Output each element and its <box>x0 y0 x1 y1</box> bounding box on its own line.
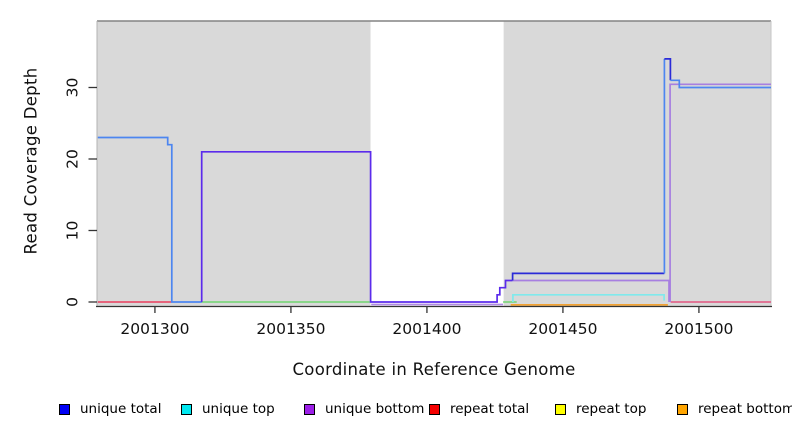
legend-swatch-icon <box>677 403 688 415</box>
series-unique-top-1 <box>512 293 665 302</box>
legend-swatch-icon <box>555 403 566 415</box>
region-white-gap <box>370 21 504 306</box>
x-tick-label: 2001400 <box>392 320 461 338</box>
series-unique-bottom-30 <box>669 83 771 302</box>
x-tick-label: 2001500 <box>664 320 733 338</box>
legend-label: repeat top <box>576 401 647 417</box>
series-unique-total-spike-34 <box>664 58 672 81</box>
series-unique-total-21 <box>200 150 513 303</box>
region-gray-left <box>97 21 371 306</box>
legend-item-unique-bottom: unique bottom <box>304 401 425 417</box>
legend-swatch-icon <box>304 403 315 415</box>
series-unique-total-4 <box>511 272 665 281</box>
legend-item-repeat-total: repeat total <box>429 401 530 417</box>
y-tick-label: 10 <box>63 221 81 241</box>
legend-item-unique-total: unique total <box>59 401 162 417</box>
legend-swatch-icon <box>59 403 70 415</box>
x-tick-label: 2001300 <box>120 320 189 338</box>
legend-swatch-icon <box>429 403 440 415</box>
y-tick-label: 0 <box>63 297 81 307</box>
legend-label: unique bottom <box>325 401 425 417</box>
y-tick-label: 20 <box>63 149 81 169</box>
y-tick-label: 30 <box>63 78 81 98</box>
legend-swatch-icon <box>181 403 192 415</box>
x-tick-label: 2001350 <box>256 320 325 338</box>
legend-label: repeat bottom <box>698 401 792 417</box>
legend-label: unique top <box>202 401 275 417</box>
y-axis-title: Read Coverage Depth <box>21 67 41 255</box>
series-unique-bottom-3 <box>512 279 670 302</box>
x-axis-title: Coordinate in Reference Genome <box>292 360 576 379</box>
series-unique-total-23 <box>97 136 202 303</box>
series-unique-total-30 <box>670 79 771 89</box>
legend-item-repeat-top: repeat top <box>555 401 647 417</box>
legend-label: unique total <box>80 401 162 417</box>
x-tick-label: 2001450 <box>528 320 597 338</box>
legend-label: repeat total <box>450 401 530 417</box>
legend-item-unique-top: unique top <box>181 401 275 417</box>
legend-item-repeat-bottom: repeat bottom <box>677 401 792 417</box>
region-gray-right <box>503 21 771 306</box>
